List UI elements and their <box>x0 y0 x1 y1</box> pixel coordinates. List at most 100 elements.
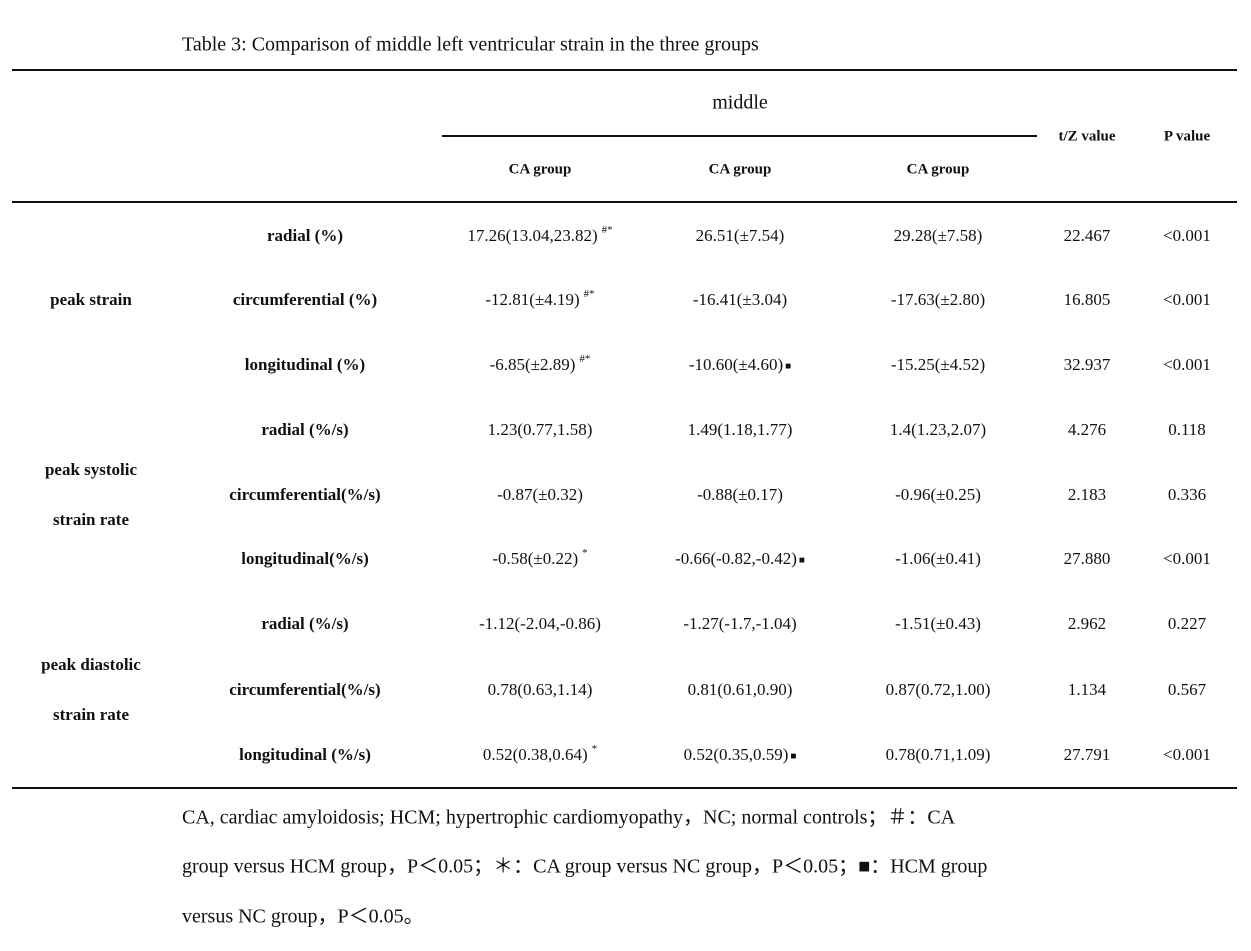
value-cell: 0.81(0.61,0.90) <box>688 680 793 700</box>
p-value-cell: <0.001 <box>1163 290 1211 309</box>
row-parameter: radial (%/s) <box>261 420 349 439</box>
value-cell: 0.78(0.71,1.09) <box>886 745 991 765</box>
header-group-2: CA group <box>708 161 772 178</box>
value-cell: -16.41(±3.04) <box>693 290 787 310</box>
value-cell: 29.28(±7.58) <box>894 226 983 246</box>
top-rule <box>12 69 1237 71</box>
significance-mark: * <box>582 547 588 559</box>
value-text: 0.52(0.38,0.64) <box>482 745 588 764</box>
t-value-cell: 2.962 <box>1067 614 1107 633</box>
value-text: 0.81(0.61,0.90) <box>687 680 793 699</box>
significance-mark: #* <box>579 353 591 365</box>
value-cell: -0.66(-0.82,-0.42) ■ <box>675 549 805 569</box>
table-title: Table 3: Comparison of middle left ventr… <box>182 33 759 56</box>
footnote-line: versus NC group，P＜0.05。 <box>182 905 424 928</box>
value-cell: -15.25(±4.52) <box>891 355 985 375</box>
value-text: -16.41(±3.04) <box>692 290 788 309</box>
t-value-cell: 32.937 <box>1063 355 1111 374</box>
value-text: 0.52(0.35,0.59) <box>683 745 789 764</box>
header-p-value: P value <box>1163 128 1211 145</box>
value-cell: -6.85(±2.89) #* <box>489 353 591 375</box>
header-t-value: t/Z value <box>1058 128 1116 145</box>
t-value-cell: 27.880 <box>1063 549 1111 568</box>
value-text: 1.23(0.77,1.58) <box>487 420 593 439</box>
value-cell: 0.78(0.63,1.14) <box>488 680 593 700</box>
value-text: -0.96(±0.25) <box>895 485 981 504</box>
value-text: -1.12(-2.04,-0.86) <box>479 614 601 633</box>
value-cell: 0.52(0.35,0.59) ■ <box>684 745 797 765</box>
value-text: -15.25(±4.52) <box>890 355 986 374</box>
value-text: -1.51(±0.43) <box>895 614 981 633</box>
row-parameter: longitudinal (%) <box>244 355 366 374</box>
value-cell: 0.87(0.72,1.00) <box>886 680 991 700</box>
t-value-cell: 1.134 <box>1067 680 1107 699</box>
header-rule <box>12 201 1237 203</box>
t-value-cell: 27.791 <box>1063 745 1111 764</box>
value-cell: -17.63(±2.80) <box>891 290 985 310</box>
value-text: 29.28(±7.58) <box>893 226 983 245</box>
group-label: peak systolic <box>44 460 138 479</box>
value-cell: -1.12(-2.04,-0.86) <box>479 614 601 634</box>
t-value-cell: 2.183 <box>1067 485 1107 504</box>
p-value-cell: 0.118 <box>1168 420 1206 439</box>
value-cell: -0.88(±0.17) <box>697 485 783 505</box>
p-value-cell: <0.001 <box>1163 226 1211 245</box>
group-label: strain rate <box>52 510 130 529</box>
significance-mark: ■ <box>798 555 805 566</box>
value-cell: -10.60(±4.60) ■ <box>689 355 791 375</box>
value-text: -10.60(±4.60) <box>688 355 784 374</box>
value-cell: 1.23(0.77,1.58) <box>488 420 593 440</box>
value-text: 0.87(0.72,1.00) <box>885 680 991 699</box>
row-parameter: circumferential(%/s) <box>229 485 381 504</box>
value-cell: 1.4(1.23,2.07) <box>890 420 986 440</box>
row-parameter: longitudinal (%/s) <box>239 745 371 764</box>
value-cell: 17.26(13.04,23.82) #* <box>467 224 612 246</box>
p-value-cell: <0.001 <box>1163 549 1211 568</box>
value-text: 26.51(±7.54) <box>695 226 785 245</box>
value-text: -0.58(±0.22) <box>492 549 579 568</box>
significance-mark: ■ <box>790 751 797 762</box>
value-cell: -0.58(±0.22) * <box>492 547 588 569</box>
value-cell: 26.51(±7.54) <box>696 226 785 246</box>
footnote-line: group versus HCM group，P＜0.05；＊：CA group… <box>182 855 988 878</box>
footnote-line: CA, cardiac amyloidosis; HCM; hypertroph… <box>182 806 956 829</box>
significance-mark: #* <box>583 288 595 300</box>
p-value-cell: 0.336 <box>1167 485 1207 504</box>
value-cell: -1.51(±0.43) <box>895 614 981 634</box>
value-text: -6.85(±2.89) <box>489 355 576 374</box>
value-cell: -1.27(-1.7,-1.04) <box>683 614 796 634</box>
value-cell: -1.06(±0.41) <box>895 549 981 569</box>
value-text: -1.27(-1.7,-1.04) <box>683 614 797 633</box>
row-parameter: radial (%/s) <box>261 614 349 633</box>
value-cell: -12.81(±4.19) #* <box>485 288 595 310</box>
row-parameter: radial (%) <box>266 226 344 245</box>
row-parameter: circumferential (%) <box>232 290 378 309</box>
p-value-cell: <0.001 <box>1163 745 1211 764</box>
p-value-cell: 0.227 <box>1167 614 1207 633</box>
value-text: -0.88(±0.17) <box>697 485 783 504</box>
p-value-cell: <0.001 <box>1163 355 1211 374</box>
t-value-cell: 16.805 <box>1063 290 1111 309</box>
value-cell: 1.49(1.18,1.77) <box>688 420 793 440</box>
value-text: -0.66(-0.82,-0.42) <box>675 549 797 568</box>
group-label: peak strain <box>50 290 132 309</box>
value-text: -1.06(±0.41) <box>895 549 981 568</box>
header-group-1: CA group <box>508 161 572 178</box>
value-text: -17.63(±2.80) <box>890 290 986 309</box>
header-group-3: CA group <box>906 161 970 178</box>
value-text: 1.4(1.23,2.07) <box>889 420 987 439</box>
group-label: strain rate <box>52 705 130 724</box>
t-value-cell: 4.276 <box>1067 420 1107 439</box>
value-cell: -0.96(±0.25) <box>895 485 981 505</box>
value-text: 1.49(1.18,1.77) <box>687 420 793 439</box>
value-text: 0.78(0.63,1.14) <box>487 680 593 699</box>
row-parameter: longitudinal(%/s) <box>241 549 369 568</box>
value-cell: 0.52(0.38,0.64) * <box>482 743 598 765</box>
value-text: -12.81(±4.19) <box>485 290 580 309</box>
bottom-rule <box>12 787 1237 789</box>
significance-mark: * <box>591 743 598 755</box>
middle-rule <box>442 135 1037 137</box>
row-parameter: circumferential(%/s) <box>229 680 381 699</box>
value-text: 0.78(0.71,1.09) <box>885 745 991 764</box>
